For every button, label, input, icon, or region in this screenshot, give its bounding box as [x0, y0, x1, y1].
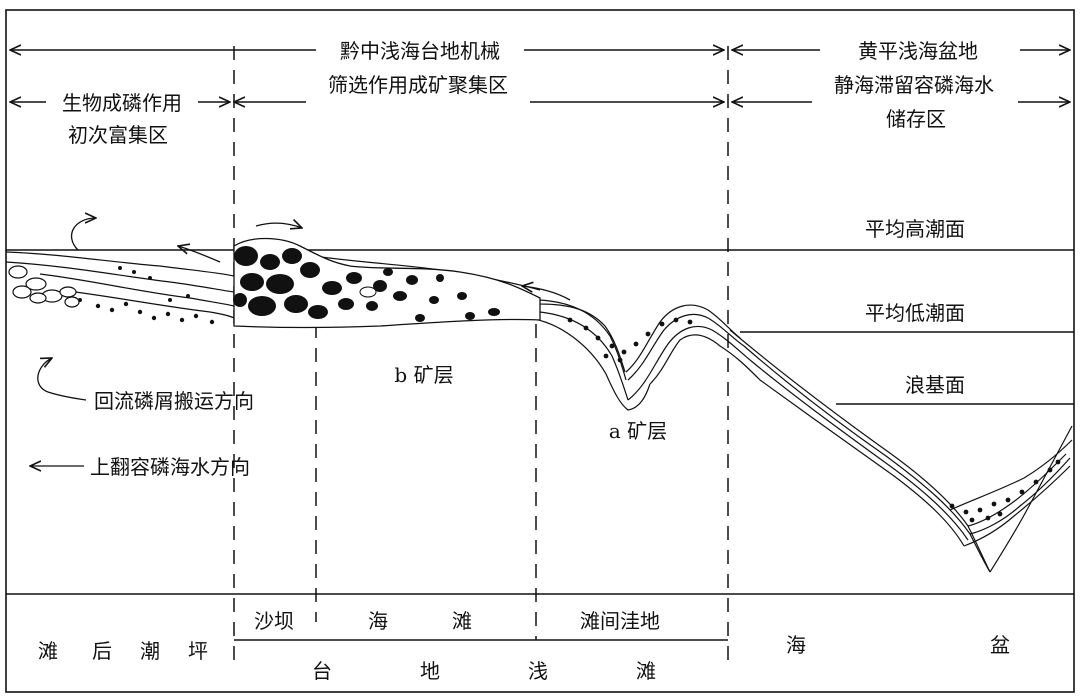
svg-text:滩: 滩: [38, 639, 58, 663]
inter-shoal-depression-label: 滩间洼地: [580, 609, 660, 633]
svg-text:海: 海: [368, 609, 388, 633]
flow-arrows: [71, 218, 571, 301]
svg-text:台: 台: [312, 659, 332, 683]
ore-layer-a-label: a 矿层: [609, 419, 667, 443]
zone-label-huangping-2: 静海滞留容磷海水: [834, 73, 994, 97]
sand-bar-label: 沙坝: [254, 609, 294, 633]
zone-label-qianzhong-2: 筛选作用成矿聚集区: [328, 73, 508, 97]
diagram-frame: [5, 9, 1075, 693]
svg-text:海: 海: [786, 633, 806, 657]
legend-upwelling-label: 上翻容磷海水方向: [90, 455, 250, 479]
svg-text:潮: 潮: [140, 639, 160, 663]
svg-text:滩: 滩: [636, 659, 656, 683]
svg-text:坪: 坪: [188, 639, 208, 663]
platform-shoal-label: 台 地 浅 滩: [312, 659, 656, 683]
return-flow-symbol: [37, 358, 87, 401]
pebbles: [8, 265, 80, 308]
zone-label-huangping-1: 黄平浅海盆地: [858, 39, 978, 63]
zone-label-bio-1: 生物成磷作用: [62, 91, 182, 115]
zone-label-bio-2: 初次富集区: [68, 123, 168, 147]
zone-dividers: [233, 46, 729, 670]
legend-return-flow-label: 回流磷屑搬运方向: [94, 389, 254, 413]
zone-label-qianzhong-1: 黔中浅海台地机械: [340, 39, 500, 63]
sand-bar-clasts: [233, 237, 541, 329]
tidal-flat-label: 滩 后 潮 坪: [38, 639, 208, 663]
sea-basin-label: 海 盆: [786, 633, 1010, 657]
shoal-label: 海 滩: [368, 609, 472, 633]
zone-range-arrows: [10, 50, 1070, 102]
wave-base-label: 浪基面: [905, 373, 965, 397]
svg-text:滩: 滩: [452, 609, 472, 633]
svg-text:地: 地: [420, 659, 440, 683]
ore-layer-b-label: b 矿层: [394, 363, 453, 387]
high-tide-label: 平均高潮面: [865, 217, 965, 241]
zone-label-huangping-3: 储存区: [886, 107, 946, 131]
svg-text:浅: 浅: [528, 659, 548, 683]
svg-text:盆: 盆: [990, 633, 1010, 657]
low-tide-label: 平均低潮面: [865, 301, 965, 325]
svg-text:后: 后: [92, 639, 112, 663]
